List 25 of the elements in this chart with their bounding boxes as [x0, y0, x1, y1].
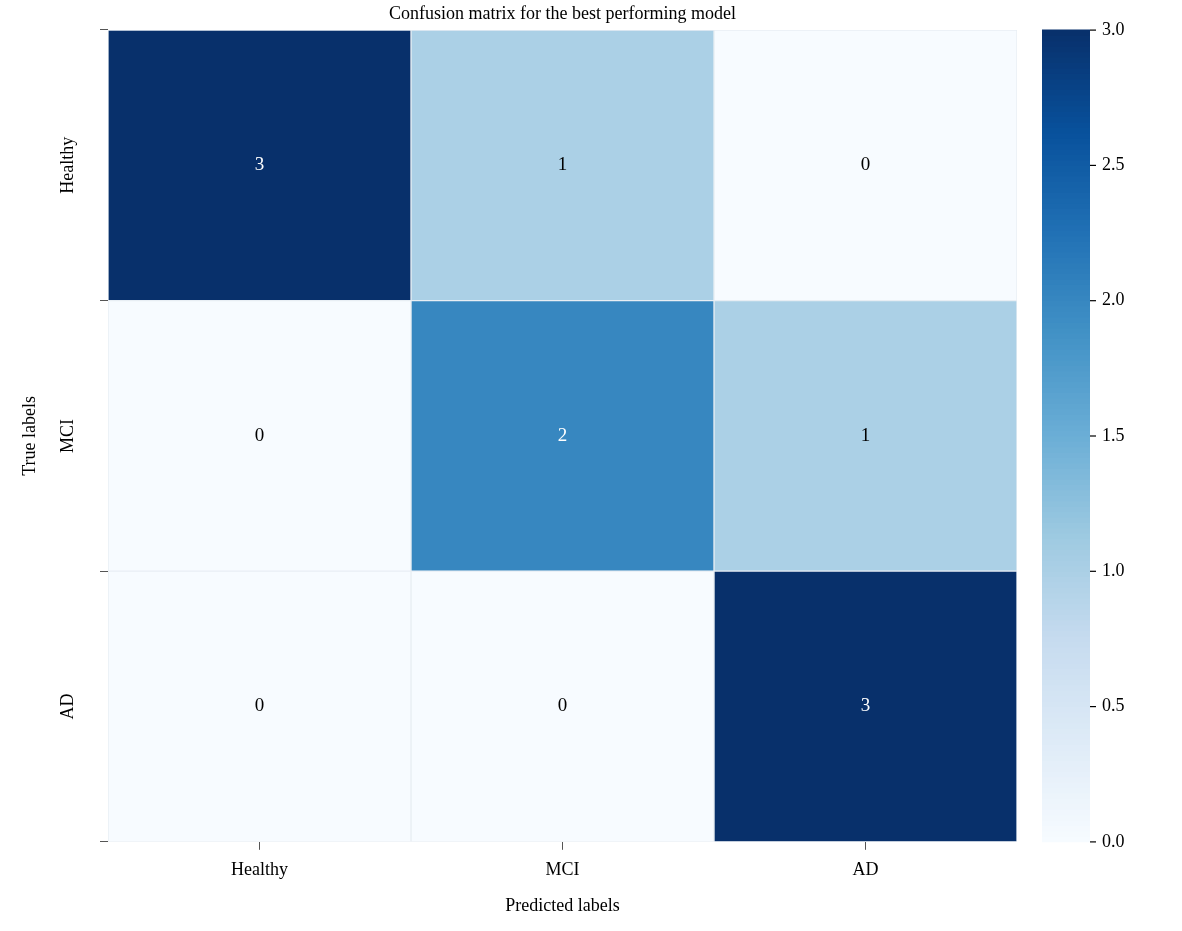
data-label: 3 [254, 153, 265, 175]
color-bar-label: 2.5 [1102, 154, 1125, 175]
data-label: 3 [860, 694, 871, 716]
x-tick-label: MCI [545, 859, 580, 880]
data-label: 1 [860, 423, 871, 445]
color-bar-label: 2.0 [1102, 289, 1125, 310]
data-label: 1 [557, 153, 568, 175]
x-tick-label: Healthy [231, 859, 288, 880]
data-label: 0 [860, 153, 871, 175]
y-tick-label: AD [56, 693, 77, 720]
data-label: 0 [254, 423, 265, 445]
data-label: 0 [557, 694, 568, 716]
x-axis-title: Predicted labels [505, 894, 620, 915]
chart-title: Confusion matrix for the best performing model [389, 2, 736, 23]
x-tick-label: AD [852, 859, 879, 880]
data-label: 0 [254, 694, 265, 716]
color-bar-label: 0.0 [1102, 830, 1125, 851]
color-bar-label: 1.5 [1102, 424, 1125, 445]
color-bar-label: 3.0 [1102, 18, 1125, 39]
y-axis-title: True labels [18, 395, 39, 476]
data-label: 2 [557, 423, 568, 445]
color-bar-label: 1.0 [1102, 559, 1125, 580]
y-tick-label: Healthy [56, 136, 77, 194]
y-tick-label: MCI [56, 418, 77, 453]
color-bar-label: 0.5 [1102, 695, 1125, 716]
